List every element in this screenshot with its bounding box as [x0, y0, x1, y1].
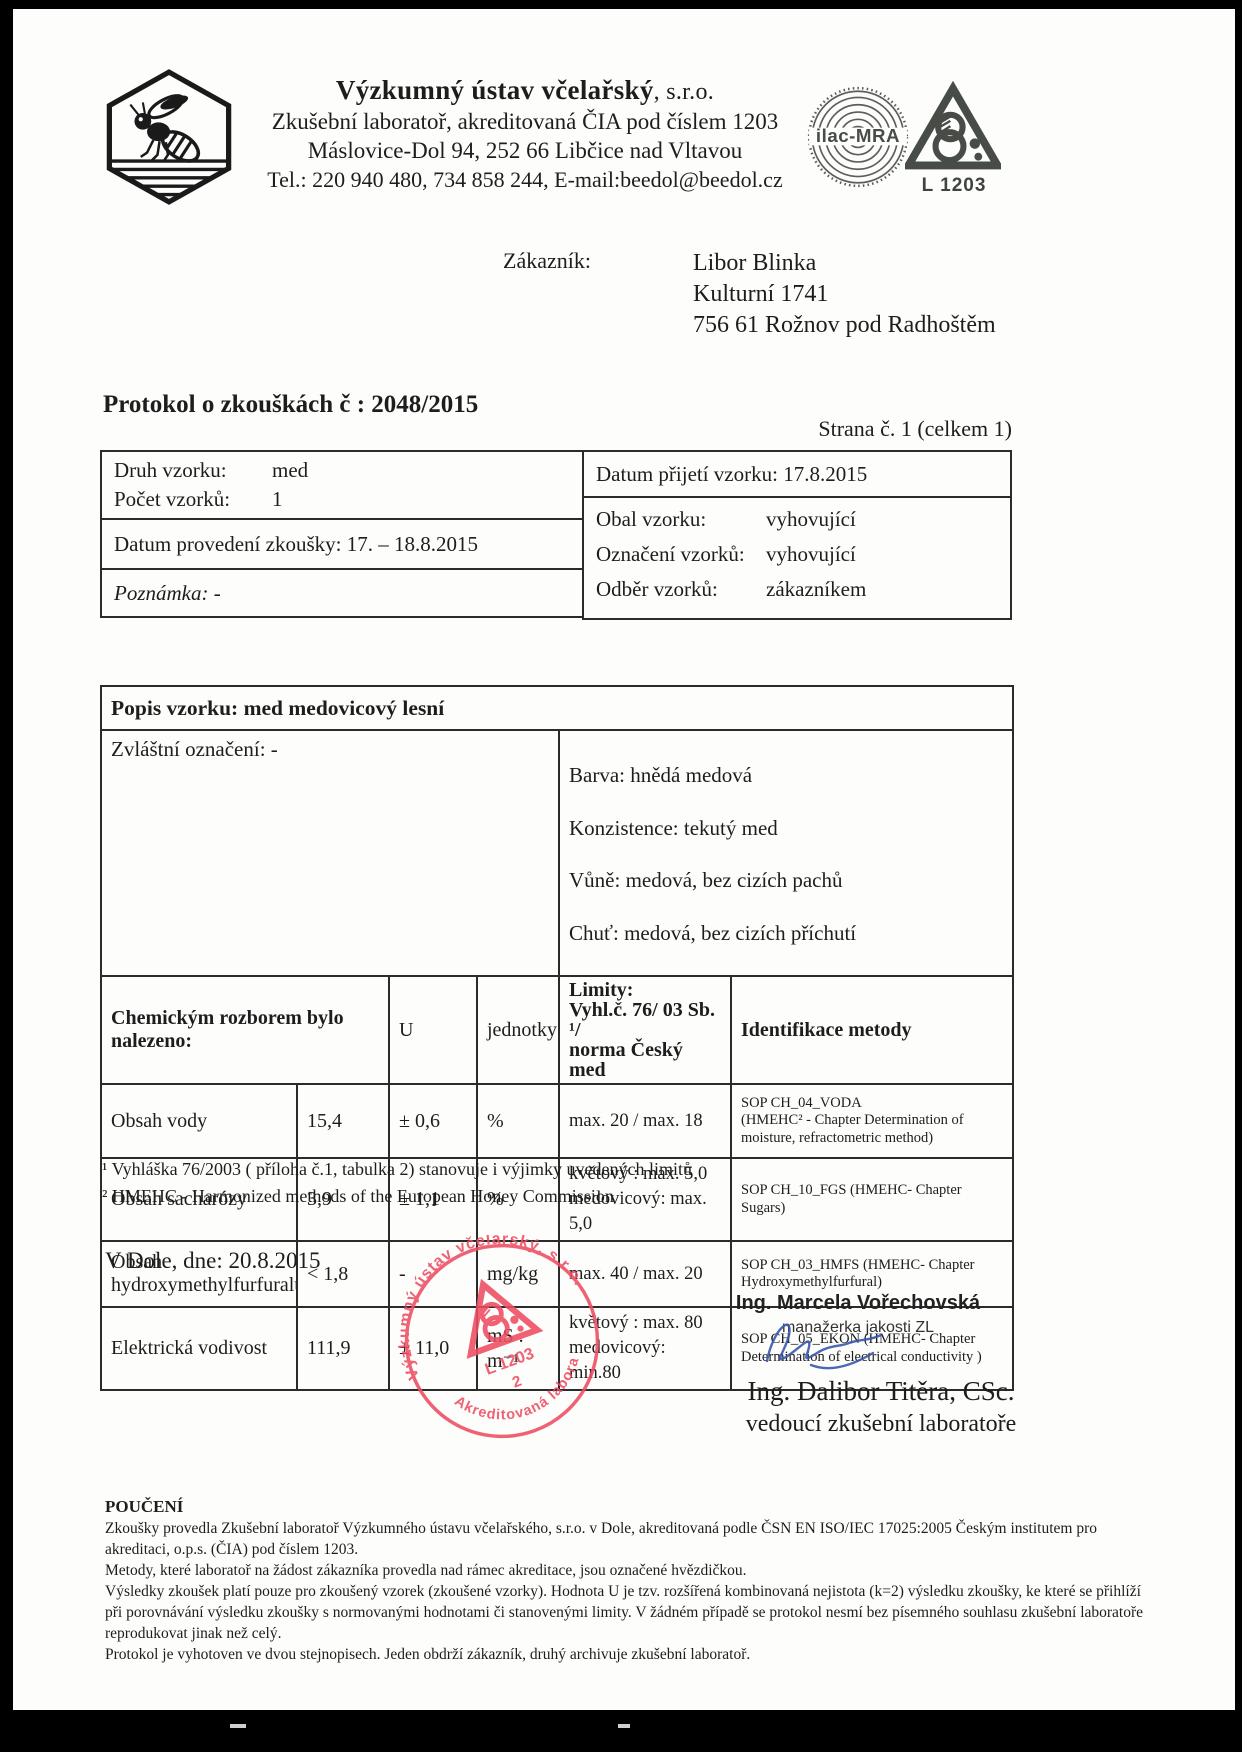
- smell-line: Vůně: medová, bez cizích pachů: [569, 868, 843, 892]
- quality-manager-role: manažerka jakosti ZL: [781, 1319, 935, 1336]
- quality-manager-name: Ing. Marcela Vořechovská: [735, 1292, 981, 1314]
- lab-head-role: vedoucí zkušební laboratoře: [745, 1411, 1017, 1437]
- color-line: Barva: hnědá medová: [569, 763, 753, 787]
- table-row: Obsah vody 15,4 ± 0,6 % max. 20 / max. 1…: [100, 1083, 1014, 1159]
- footnote-2: ² HMEHC - Harmonized methods of the Euro…: [102, 1186, 614, 1206]
- document-page: Výzkumný ústav včelařský, s.r.o. Zkušebn…: [13, 9, 1235, 1710]
- analyte-name: Obsah hydroxymethylfurfuralu: [100, 1240, 298, 1308]
- handwritten-signature: [765, 1323, 883, 1370]
- notice-paragraph: Metody, které laboratoř na žádost zákazn…: [105, 1562, 747, 1579]
- scan-artifact: [618, 1724, 630, 1728]
- results-header-row: Chemickým rozborem bylo nalezeno: U jedn…: [100, 975, 1014, 1085]
- bee-logo-icon: [106, 69, 232, 205]
- analyte-value: < 1,8: [296, 1240, 390, 1308]
- test-date-cell: Datum provedení zkoušky: 17. – 18.8.2015: [100, 518, 584, 570]
- stamp-number: 2: [510, 1373, 524, 1392]
- receipt-date-cell: Datum přijetí vzorku: 17.8.2015: [582, 450, 1012, 498]
- cia-accreditation-number: L 1203: [921, 175, 987, 196]
- place-and-date: V Dole, dne: 20.8.2015: [105, 1248, 321, 1273]
- customer-city: 756 61 Rožnov pod Radhoštěm: [693, 312, 996, 338]
- sensory-properties-cell: Barva: hnědá medová Konzistence: tekutý …: [558, 729, 1014, 977]
- unit: %: [476, 1083, 560, 1159]
- results-table: Popis vzorku: med medovicový lesní Zvláš…: [100, 685, 1014, 1391]
- org-name: Výzkumný ústav včelařský, s.r.o.: [335, 75, 715, 105]
- sample-type-cell: Druh vzorku: med Počet vzorků: 1: [100, 450, 584, 520]
- footnotes: ¹ Vyhláška 76/2003 ( příloha č.1, tabulk…: [102, 1156, 692, 1210]
- limit: max. 20 / max. 18: [558, 1083, 732, 1159]
- notice-paragraph: Výsledky zkoušek platí pouze pro zkoušen…: [105, 1583, 1144, 1642]
- org-contact: Tel.: 220 940 480, 734 858 244, E-mail:b…: [267, 167, 783, 192]
- scan-artifact: [230, 1724, 246, 1728]
- uncertainty: ± 11,0: [388, 1306, 478, 1391]
- analyte-value: 3,9: [296, 1157, 390, 1242]
- column-header-limits: Limity: Vyhl.č. 76/ 03 Sb. ¹/ norma Česk…: [558, 975, 732, 1085]
- table-row: Obsah hydroxymethylfurfuralu < 1,8 - mg/…: [100, 1240, 1014, 1308]
- notice-title: POUČENÍ: [105, 1497, 184, 1516]
- table-row: Elektrická vodivost 111,9 ± 11,0 mS . m⁻…: [100, 1306, 1014, 1391]
- org-accreditation: Zkušební laboratoř, akreditovaná ČIA pod…: [271, 109, 779, 134]
- unit: mg/kg: [476, 1240, 560, 1308]
- consistency-line: Konzistence: tekutý med: [569, 815, 778, 840]
- method: SOP CH_05_EKON (HMEHC- Chapter Determina…: [730, 1306, 1014, 1391]
- analyte-value: 15,4: [296, 1083, 390, 1159]
- org-address: Máslovice-Dol 94, 252 66 Libčice nad Vlt…: [307, 138, 743, 163]
- taste-line: Chuť: medová, bez cizích příchutí: [569, 920, 857, 945]
- special-marking-cell: Zvláštní označení: -: [100, 729, 560, 977]
- uncertainty: ± 0,6: [388, 1083, 478, 1159]
- ilac-mra-label: ilac-MRA: [816, 125, 900, 146]
- analyte-name: Obsah sacharózy: [100, 1157, 298, 1242]
- notice-paragraph: Protokol je vyhotoven ve dvou stejnopise…: [105, 1646, 751, 1663]
- note-cell: Poznámka: -: [100, 568, 584, 618]
- legal-notice: POUČENÍ Zkoušky provedla Zkušební labora…: [105, 1497, 1153, 1665]
- table-row: Obsah sacharózy 3,9 ± 1,1 % květový : ma…: [100, 1157, 1014, 1242]
- limit: max. 40 / max. 20: [558, 1240, 732, 1308]
- column-header-analyte: Chemickým rozborem bylo nalezeno:: [100, 975, 390, 1085]
- column-header-units: jednotky: [476, 975, 560, 1085]
- unit: %: [476, 1157, 560, 1242]
- column-header-u: U: [388, 975, 478, 1085]
- red-round-stamp: Výzkumný ústav včelařský, s r.o. Akredit…: [396, 1235, 600, 1447]
- method: SOP CH_10_FGS (HMEHC- Chapter Sugars): [730, 1157, 1014, 1242]
- analyte-value: 111,9: [296, 1306, 390, 1391]
- customer-block: Zákazník: Libor Blinka Kulturní 1741 756…: [503, 248, 996, 341]
- limit: květový : max. 5,0 medovicový: max. 5,0: [558, 1157, 732, 1242]
- notice-paragraph: Zkoušky provedla Zkušební laboratoř Výzk…: [105, 1520, 1097, 1558]
- customer-label: Zákazník:: [503, 248, 591, 273]
- page-count: Strana č. 1 (celkem 1): [818, 416, 1012, 441]
- ilac-mra-logo-icon: ilac-MRA: [807, 86, 909, 188]
- limit: květový : max. 80 medovicový: min.80: [558, 1306, 732, 1391]
- customer-name: Libor Blinka: [693, 250, 817, 276]
- method: SOP CH_04_VODA (HMEHC² - Chapter Determi…: [730, 1083, 1014, 1159]
- sample-condition-cell: Obal vzorku: vyhovující Označení vzorků: v…: [582, 496, 1012, 620]
- sample-info-table: Druh vzorku: med Počet vzorků: 1 Datum pro…: [100, 450, 1012, 620]
- protocol-title: Protokol o zkouškách č : 2048/2015: [103, 391, 479, 418]
- column-header-method: Identifikace metody: [730, 975, 1014, 1085]
- uncertainty: ± 1,1: [388, 1157, 478, 1242]
- lab-head-name: Ing. Dalibor Titěra, CSc.: [747, 1376, 1015, 1406]
- analyte-name: Elektrická vodivost: [100, 1306, 298, 1391]
- analyte-name: Obsah vody: [100, 1083, 298, 1159]
- letterhead: Výzkumný ústav včelařský, s.r.o. Zkušebn…: [225, 75, 825, 193]
- method: SOP CH_03_HMFS (HMEHC- Chapter Hydroxyme…: [730, 1240, 1014, 1308]
- sample-description-title: Popis vzorku: med medovicový lesní: [100, 685, 1014, 731]
- customer-street: Kulturní 1741: [693, 281, 829, 307]
- cia-triangle-logo-icon: [905, 81, 1001, 170]
- footnote-1: ¹ Vyhláška 76/2003 ( příloha č.1, tabulk…: [102, 1159, 692, 1179]
